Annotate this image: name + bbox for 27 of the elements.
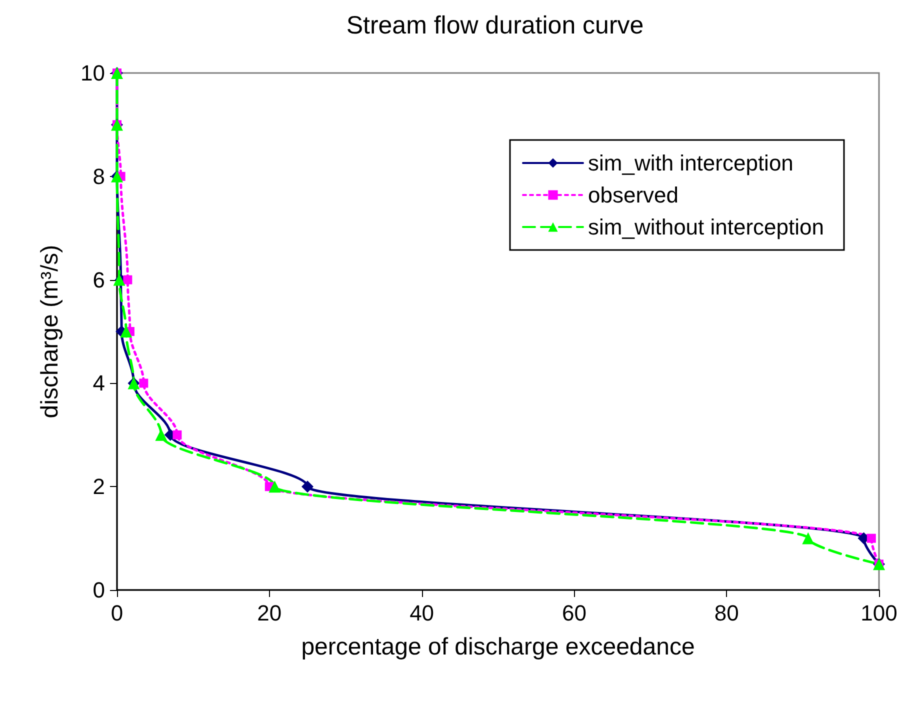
x-tick-label: 80: [714, 600, 739, 626]
point: [802, 532, 814, 544]
legend-label: sim_without interception: [588, 214, 824, 240]
y-tick-label: 0: [92, 578, 105, 602]
y-tick-label: 10: [80, 60, 105, 86]
x-tick-label: 100: [860, 600, 898, 626]
y-tick-label: 6: [92, 267, 105, 292]
x-tick-label: 60: [562, 600, 586, 626]
y-axis-title: discharge (m³/s): [36, 244, 64, 418]
point: [302, 480, 314, 493]
legend-label: observed: [588, 182, 679, 208]
y-tick-label: 8: [92, 164, 105, 189]
x-axis-title: percentage of discharge exceedance: [301, 634, 695, 660]
point: [123, 275, 132, 284]
point: [172, 430, 182, 440]
y-tick-label: 4: [92, 370, 105, 396]
x-tick-label: 40: [410, 600, 434, 626]
point: [866, 534, 876, 543]
chart-title: Stream flow duration curve: [346, 12, 644, 40]
x-tick-label: 0: [110, 600, 124, 626]
point: [120, 326, 132, 338]
x-tick-label: 20: [257, 600, 282, 626]
point: [268, 480, 281, 493]
legend-label: sim_with interception: [588, 150, 794, 176]
y-tick-label: 2: [92, 474, 105, 500]
point: [155, 428, 168, 441]
point: [139, 378, 148, 388]
